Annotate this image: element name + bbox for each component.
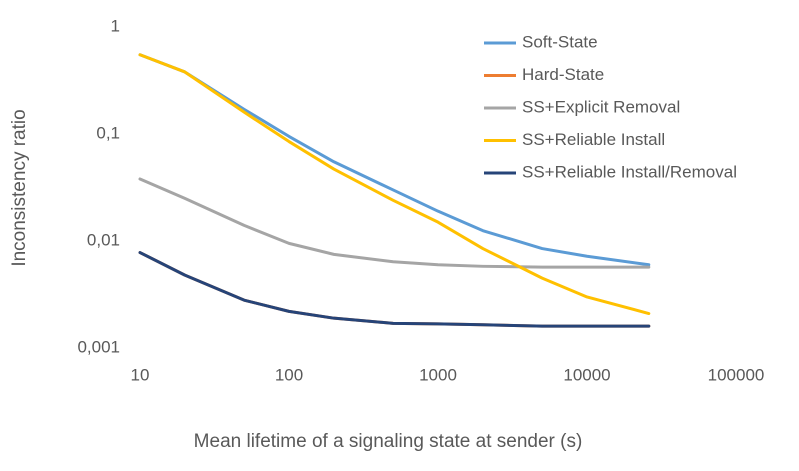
y-tick-label: 1 bbox=[111, 16, 120, 35]
x-tick-label: 100 bbox=[275, 365, 303, 384]
series-line bbox=[138, 53, 651, 267]
series-line bbox=[138, 251, 651, 328]
x-tick-label: 10 bbox=[131, 365, 150, 384]
legend-label: Soft-State bbox=[522, 32, 598, 51]
y-tick-label: 0,01 bbox=[87, 230, 120, 249]
series-line bbox=[138, 177, 651, 269]
legend-label: Hard-State bbox=[522, 65, 604, 84]
x-tick-label: 100000 bbox=[708, 365, 765, 384]
y-tick-label: 0,1 bbox=[96, 123, 120, 142]
x-tick-label: 1000 bbox=[419, 365, 457, 384]
legend-label: SS+Explicit Removal bbox=[522, 97, 680, 116]
x-axis-title: Mean lifetime of a signaling state at se… bbox=[194, 431, 583, 452]
x-tick-label: 10000 bbox=[563, 365, 610, 384]
legend-label: SS+Reliable Install bbox=[522, 130, 665, 149]
y-tick-label: 0,001 bbox=[77, 337, 120, 356]
legend-label: SS+Reliable Install/Removal bbox=[522, 162, 737, 181]
series-line bbox=[138, 53, 651, 316]
y-axis-title: Inconsistency ratio bbox=[9, 109, 30, 266]
